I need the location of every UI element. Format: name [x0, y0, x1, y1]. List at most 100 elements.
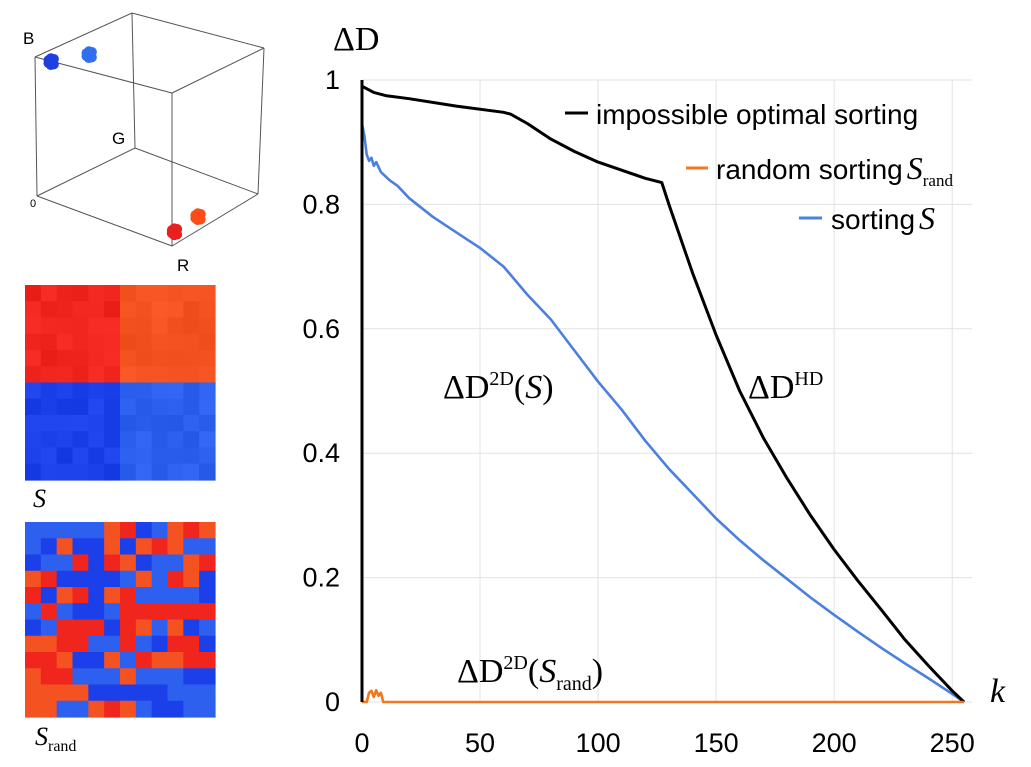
heatmap-cell: [40, 522, 58, 539]
heatmap-cell: [56, 652, 74, 669]
heatmap-cell: [88, 301, 105, 319]
heatmap-cell: [104, 619, 121, 637]
heatmap-cell: [167, 603, 184, 621]
heatmap-cell: [199, 603, 216, 621]
heatmap-cell: [104, 447, 121, 465]
heatmap-cell: [72, 684, 89, 702]
heatmap-cell: [120, 554, 137, 572]
cluster-orange-red: [190, 208, 206, 226]
heatmap-cell: [167, 463, 184, 481]
heatmap-cell: [104, 415, 121, 432]
heatmap-cell: [199, 431, 216, 449]
legend-label-sorting: sorting S: [831, 200, 935, 236]
heatmap-cell: [120, 668, 137, 686]
heatmap-cell: [40, 668, 58, 686]
heatmap-cell: [183, 700, 200, 718]
heatmap-cell: [120, 350, 137, 367]
heatmap-cell: [40, 700, 58, 718]
x-tick-label: 100: [576, 728, 621, 758]
heatmap-sorted-label: S: [33, 484, 46, 513]
heatmap-cell: [120, 684, 137, 702]
heatmap-cell: [135, 463, 153, 481]
heatmap-cell: [135, 619, 153, 637]
heatmap-cell: [199, 538, 216, 556]
heatmap-cell: [120, 587, 137, 604]
heatmap-cell: [183, 619, 200, 637]
heatmap-cell: [183, 522, 200, 539]
heatmap-cell: [72, 333, 89, 351]
heatmap-cell: [104, 587, 121, 604]
heatmap-cell: [151, 398, 169, 416]
heatmap-cell: [88, 587, 105, 604]
heatmap-cell: [104, 398, 121, 416]
heatmap-cell: [104, 350, 121, 367]
heatmap-cell: [199, 684, 216, 702]
heatmap-cell: [135, 570, 153, 588]
heatmap-cell: [167, 700, 184, 718]
heatmap-cell: [120, 603, 137, 621]
heatmap-cell: [72, 317, 89, 335]
heatmap-cell: [56, 700, 74, 718]
heatmap-cell: [72, 538, 89, 556]
heatmap-cell: [135, 635, 153, 653]
heatmap-cell: [88, 447, 105, 465]
legend: impossible optimal sorting random sortin…: [565, 99, 953, 236]
heatmap-cell: [40, 554, 58, 572]
heatmap-cell: [199, 398, 216, 416]
heatmap-cell: [25, 382, 42, 400]
heatmap-cell: [72, 522, 89, 539]
heatmap-cell: [40, 587, 58, 604]
heatmap-cell: [88, 463, 105, 481]
heatmap-cell: [72, 587, 89, 604]
heatmap-cell: [40, 652, 58, 669]
heatmap-cell: [40, 350, 58, 367]
heatmap-cell: [40, 317, 58, 335]
heatmap-cell: [183, 398, 200, 416]
heatmap-random-cells: [25, 522, 216, 718]
heatmap-cell: [120, 619, 137, 637]
heatmap-cell: [167, 652, 184, 669]
heatmap-cell: [56, 554, 74, 572]
heatmap-cell: [56, 619, 74, 637]
heatmap-cell: [72, 554, 89, 572]
heatmap-cell: [25, 285, 42, 302]
heatmap-cell: [104, 382, 121, 400]
heatmap-cell: [25, 603, 42, 621]
heatmap-cell: [40, 619, 58, 637]
y-tick-label: 0.6: [302, 314, 340, 344]
heatmap-sorted: S: [25, 285, 216, 513]
legend-label-random-text: random sorting: [716, 154, 903, 185]
heatmap-cell: [199, 285, 216, 302]
heatmap-cell: [183, 333, 200, 351]
annotation-sr-sub: rand: [556, 673, 592, 695]
heatmap-cell: [56, 538, 74, 556]
heatmap-cell: [135, 554, 153, 572]
annotation-hd-base: ΔD: [748, 369, 794, 406]
heatmap-cell: [104, 668, 121, 686]
x-tick-label: 150: [694, 728, 739, 758]
y-tick-label: 1: [325, 65, 340, 95]
legend-label-sorting-s: S: [919, 200, 935, 236]
heatmap-cell: [104, 301, 121, 319]
heatmap-cell: [151, 382, 169, 400]
heatmap-cell: [135, 603, 153, 621]
heatmap-random-label: Srand: [35, 722, 76, 755]
heatmap-cell: [40, 415, 58, 432]
heatmap-cell: [199, 619, 216, 637]
heatmap-cell: [72, 285, 89, 302]
heatmap-cell: [135, 285, 153, 302]
heatmap-cell: [72, 635, 89, 653]
y-tick-label: 0: [325, 687, 340, 717]
heatmap-cell: [104, 538, 121, 556]
heatmap-cell: [183, 350, 200, 367]
heatmap-cell: [151, 538, 169, 556]
heatmap-cell: [167, 538, 184, 556]
line-chart: 0 0.2 0.4 0.6 0.8 1 0 50 100 150 200 250 ΔD k impo…: [302, 21, 1006, 758]
heatmap-cell: [167, 522, 184, 539]
heatmap-cell: [25, 431, 42, 449]
heatmap-cell: [167, 431, 184, 449]
heatmap-cell: [56, 463, 74, 481]
cluster-red: [166, 223, 183, 241]
heatmap-cell: [120, 463, 137, 481]
heatmap-cell: [104, 554, 121, 572]
